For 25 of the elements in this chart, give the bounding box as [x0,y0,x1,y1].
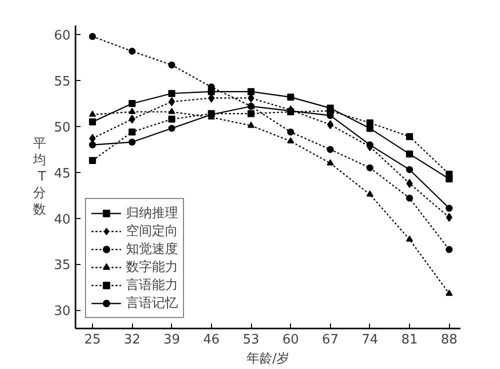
y-tick-label: 60 [54,28,71,44]
legend-label: 数字能力 [126,259,178,276]
legend-label: 归纳推理 [126,205,178,222]
legend-label: 知觉速度 [126,241,178,258]
x-axis-title: 年龄/岁 [246,352,290,366]
y-tick-label: 50 [54,120,71,136]
x-tick-label: 81 [401,332,418,348]
y-tick-label: 55 [54,74,71,90]
x-tick-label: 60 [282,332,299,348]
y-tick-label: 35 [54,258,71,274]
y-tick-label: 40 [54,212,71,228]
x-tick-label: 32 [124,332,140,348]
x-tick-label: 25 [84,332,101,348]
legend-label: 空间定向 [126,223,178,240]
legend-label: 言语记忆 [126,295,178,312]
x-tick-label: 46 [203,332,220,348]
x-tick-label: 74 [362,332,378,348]
legend-label: 言语能力 [126,277,178,294]
x-tick-label: 53 [242,332,260,348]
y-axis-title: 平均T分数 [32,136,46,218]
y-tick-label: 45 [54,166,71,182]
y-tick-label: 30 [54,304,71,320]
x-tick-label: 88 [440,332,458,348]
x-tick-label: 67 [322,332,339,348]
x-tick-label: 39 [163,332,180,348]
